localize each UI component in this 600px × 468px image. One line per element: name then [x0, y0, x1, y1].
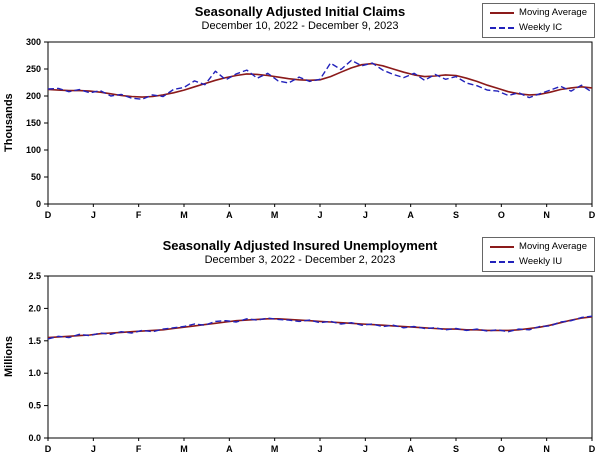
x-tick-label: S — [453, 210, 459, 220]
x-tick-label: J — [363, 444, 368, 454]
x-tick-label: O — [498, 210, 505, 220]
plot-area-insured-unemployment: 0.0 0.5 1.0 1.5 2.0 2.5 D J F M A M J J A S O N D — [28, 271, 596, 454]
x-tick-label: N — [543, 210, 550, 220]
legend-item-moving-average: Moving Average — [490, 241, 587, 252]
y-tick-label: 2.0 — [28, 303, 41, 313]
x-tick-label: S — [453, 444, 459, 454]
x-tick-label: O — [498, 444, 505, 454]
legend: Moving Average Weekly IU — [482, 237, 595, 272]
weekly-iu-line-swatch — [490, 260, 515, 263]
y-tick-label: 2.5 — [28, 271, 41, 281]
series-line-weekly-iu — [47, 315, 593, 340]
y-tick-label: 1.0 — [28, 368, 41, 378]
x-tick-label: D — [589, 444, 596, 454]
x-tick-label: J — [363, 210, 368, 220]
y-tick-label: 300 — [26, 37, 41, 47]
x-tick-label: F — [136, 210, 142, 220]
moving-average-line-swatch — [490, 245, 515, 248]
legend-label: Moving Average — [519, 241, 587, 252]
x-tick-label: M — [180, 210, 188, 220]
chart-initial-claims: Seasonally Adjusted Initial Claims Decem… — [3, 3, 596, 220]
moving-average-line-swatch — [490, 11, 515, 14]
x-tick-label: A — [407, 210, 414, 220]
chart-subtitle: December 3, 2022 - December 2, 2023 — [204, 254, 396, 266]
x-tick-label: D — [589, 210, 596, 220]
x-tick-label: A — [226, 444, 233, 454]
plot-frame — [47, 41, 593, 205]
chart-title: Seasonally Adjusted Insured Unemployment — [162, 238, 438, 253]
chart-insured-unemployment: Seasonally Adjusted Insured Unemployment… — [0, 234, 600, 468]
y-tick-label: 200 — [26, 91, 41, 101]
x-tick-label: A — [226, 210, 233, 220]
x-tick-label: J — [91, 210, 96, 220]
x-tick-label: M — [271, 444, 279, 454]
legend-item-weekly-iu: Weekly IU — [490, 256, 587, 267]
y-tick-label: 0 — [36, 199, 41, 209]
y-tick-label: 250 — [26, 64, 41, 74]
y-tick-label: 0.0 — [28, 433, 41, 443]
chart-title: Seasonally Adjusted Initial Claims — [194, 4, 406, 19]
x-tick-label: A — [407, 444, 414, 454]
x-tick-label: J — [317, 444, 322, 454]
y-tick-label: 150 — [26, 118, 41, 128]
x-tick-label: N — [543, 444, 550, 454]
y-tick-label: 50 — [31, 172, 41, 182]
x-tick-label: J — [317, 210, 322, 220]
y-tick-label: 100 — [26, 145, 41, 155]
chart-subtitle: December 10, 2022 - December 9, 2023 — [201, 20, 399, 32]
legend: Moving Average Weekly IC — [482, 3, 595, 38]
x-tick-label: D — [45, 210, 52, 220]
y-tick-label: 0.5 — [28, 401, 41, 411]
y-tick-label: 1.5 — [28, 336, 41, 346]
series-line-weekly-ic — [47, 59, 593, 100]
legend-label: Weekly IU — [519, 256, 563, 267]
legend-label: Weekly IC — [519, 22, 563, 33]
x-tick-label: M — [271, 210, 279, 220]
x-tick-label: F — [136, 444, 142, 454]
legend-item-weekly-ic: Weekly IC — [490, 22, 587, 33]
legend-label: Moving Average — [519, 7, 587, 18]
x-tick-label: J — [91, 444, 96, 454]
plot-frame — [47, 275, 593, 439]
x-tick-label: M — [180, 444, 188, 454]
plot-area-initial-claims: 0 50 100 150 200 250 300 D J F M A M J J A S O N D — [26, 37, 596, 220]
weekly-ic-line-swatch — [490, 26, 515, 29]
legend-item-moving-average: Moving Average — [490, 7, 587, 18]
x-tick-label: D — [45, 444, 52, 454]
